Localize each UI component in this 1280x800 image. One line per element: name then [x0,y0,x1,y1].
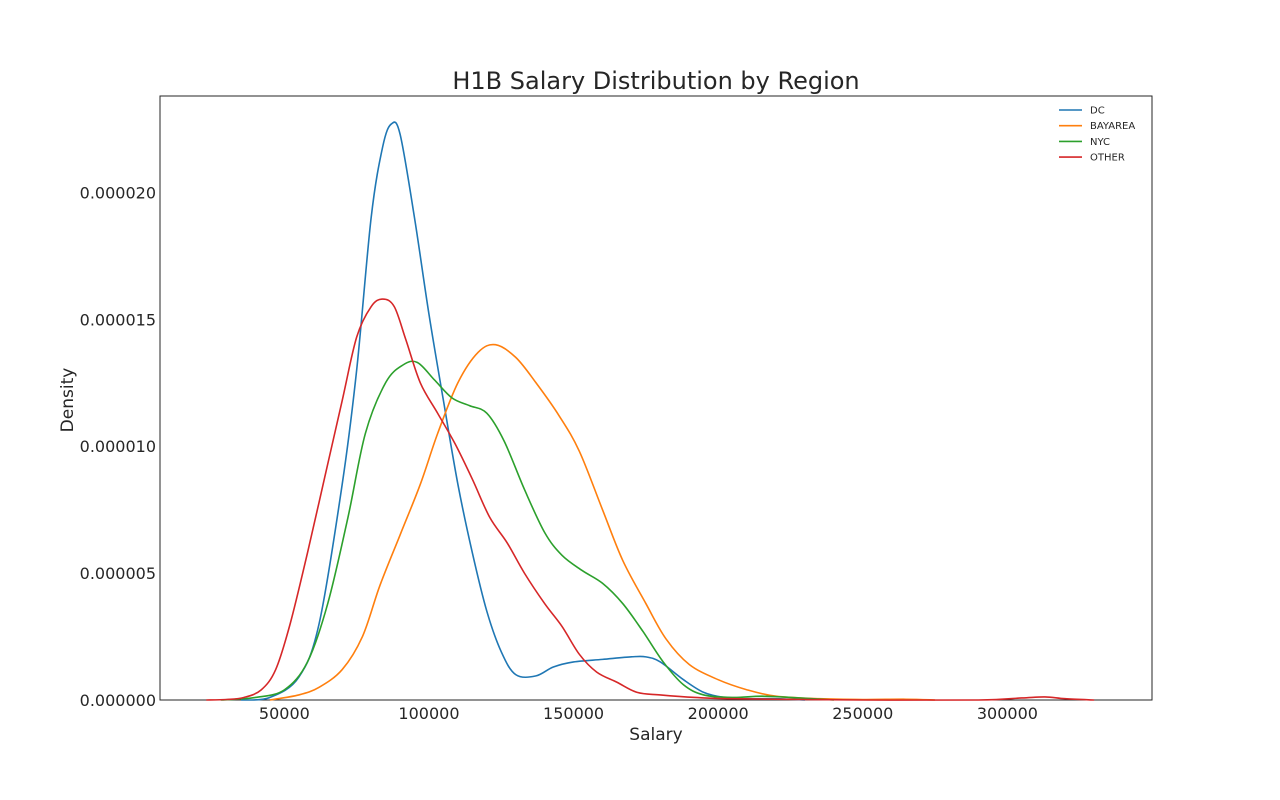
x-tick-label: 300000 [977,704,1038,723]
y-axis-label: Density [58,368,78,433]
series-line-nyc [220,360,834,701]
series-line-dc [240,121,805,701]
legend-label: NYC [1090,137,1110,148]
legend-label: OTHER [1090,153,1125,164]
series-line-other [206,298,1095,702]
legend-item-other: OTHER [1059,153,1125,164]
y-tick-label: 0.000000 [80,691,156,710]
x-tick-label: 100000 [398,704,459,723]
x-tick-label: 250000 [832,704,893,723]
y-tick-label: 0.000005 [80,564,156,583]
legend: DC BAYAREA NYC OTHER [1059,106,1135,164]
plot-area-frame [159,95,1153,701]
legend-item-nyc: NYC [1059,137,1110,148]
y-tick-label: 0.000010 [80,437,156,456]
chart-title: H1B Salary Distribution by Region [452,67,859,95]
series-line-bayarea [269,343,936,701]
x-axis-ticks: 50000 100000 150000 200000 250000 300000 [259,704,1038,723]
x-axis-label: Salary [629,725,682,745]
legend-item-dc: DC [1059,106,1105,117]
y-tick-label: 0.000020 [80,183,156,202]
legend-item-bayarea: BAYAREA [1059,121,1135,132]
x-tick-label: 200000 [688,704,749,723]
legend-label: BAYAREA [1090,121,1135,132]
x-tick-label: 50000 [259,704,310,723]
legend-label: DC [1090,106,1105,117]
y-tick-label: 0.000015 [80,310,156,329]
series-lines [206,121,1095,702]
x-tick-label: 150000 [543,704,604,723]
y-axis-ticks: 0.000000 0.000005 0.000010 0.000015 0.000020 [80,183,156,710]
